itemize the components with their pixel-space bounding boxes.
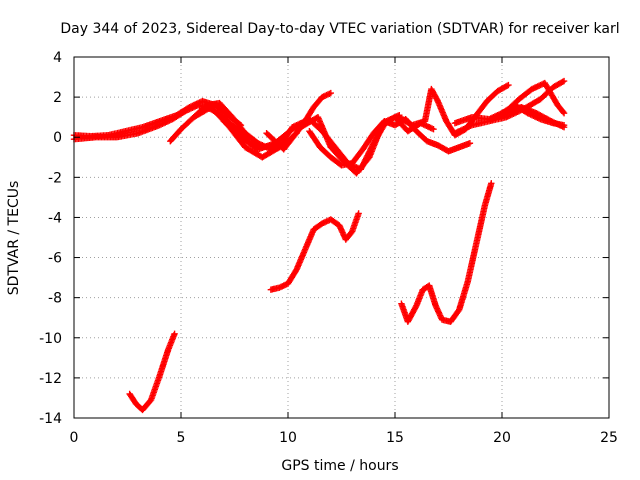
data-point <box>503 82 511 90</box>
y-tick-label: -6 <box>48 251 62 267</box>
data-point <box>488 180 495 187</box>
data-point <box>560 121 568 129</box>
data-point <box>560 109 568 117</box>
data-point <box>559 78 566 86</box>
chart-title: Day 344 of 2023, Sidereal Day-to-day VTE… <box>60 21 619 37</box>
data-point <box>466 140 474 147</box>
data-layer <box>70 77 568 414</box>
y-tick-label: 0 <box>53 130 62 146</box>
data-point <box>327 89 334 97</box>
series-trace-14 <box>267 210 362 293</box>
data-point <box>560 77 568 85</box>
y-tick-label: 4 <box>53 50 62 66</box>
x-tick-label: 10 <box>279 430 297 446</box>
data-point <box>559 108 567 116</box>
plot-frame <box>73 56 610 419</box>
y-tick-label: -4 <box>48 210 62 226</box>
y-tick-label: 2 <box>53 90 62 106</box>
series-trace-12 <box>498 101 568 129</box>
y-tick-label: -12 <box>39 371 62 387</box>
data-point <box>355 210 362 217</box>
data-point <box>171 330 178 337</box>
series-trace-15 <box>398 180 495 325</box>
x-axis-label: GPS time / hours <box>281 458 398 474</box>
series-trace-6 <box>263 113 437 177</box>
x-tick-label: 20 <box>493 430 511 446</box>
x-tick-label: 25 <box>600 430 618 446</box>
y-tick-label: -14 <box>39 411 62 427</box>
x-tick-label: 0 <box>70 430 79 446</box>
y-tick-label: -8 <box>48 291 62 307</box>
data-point <box>505 81 512 89</box>
data-point <box>430 126 437 133</box>
y-tick-label: -2 <box>48 170 62 186</box>
y-tick-label: -10 <box>39 331 62 347</box>
tick-layer: 0 5 10 15 20 25 -14 -12 -10 -8 -6 -4 -2 0 2 4 <box>39 50 618 446</box>
series-trace-13 <box>126 330 178 414</box>
x-tick-label: 5 <box>177 430 186 446</box>
y-axis-label: SDTVAR / TECUs <box>6 181 22 296</box>
x-tick-label: 15 <box>386 430 404 446</box>
